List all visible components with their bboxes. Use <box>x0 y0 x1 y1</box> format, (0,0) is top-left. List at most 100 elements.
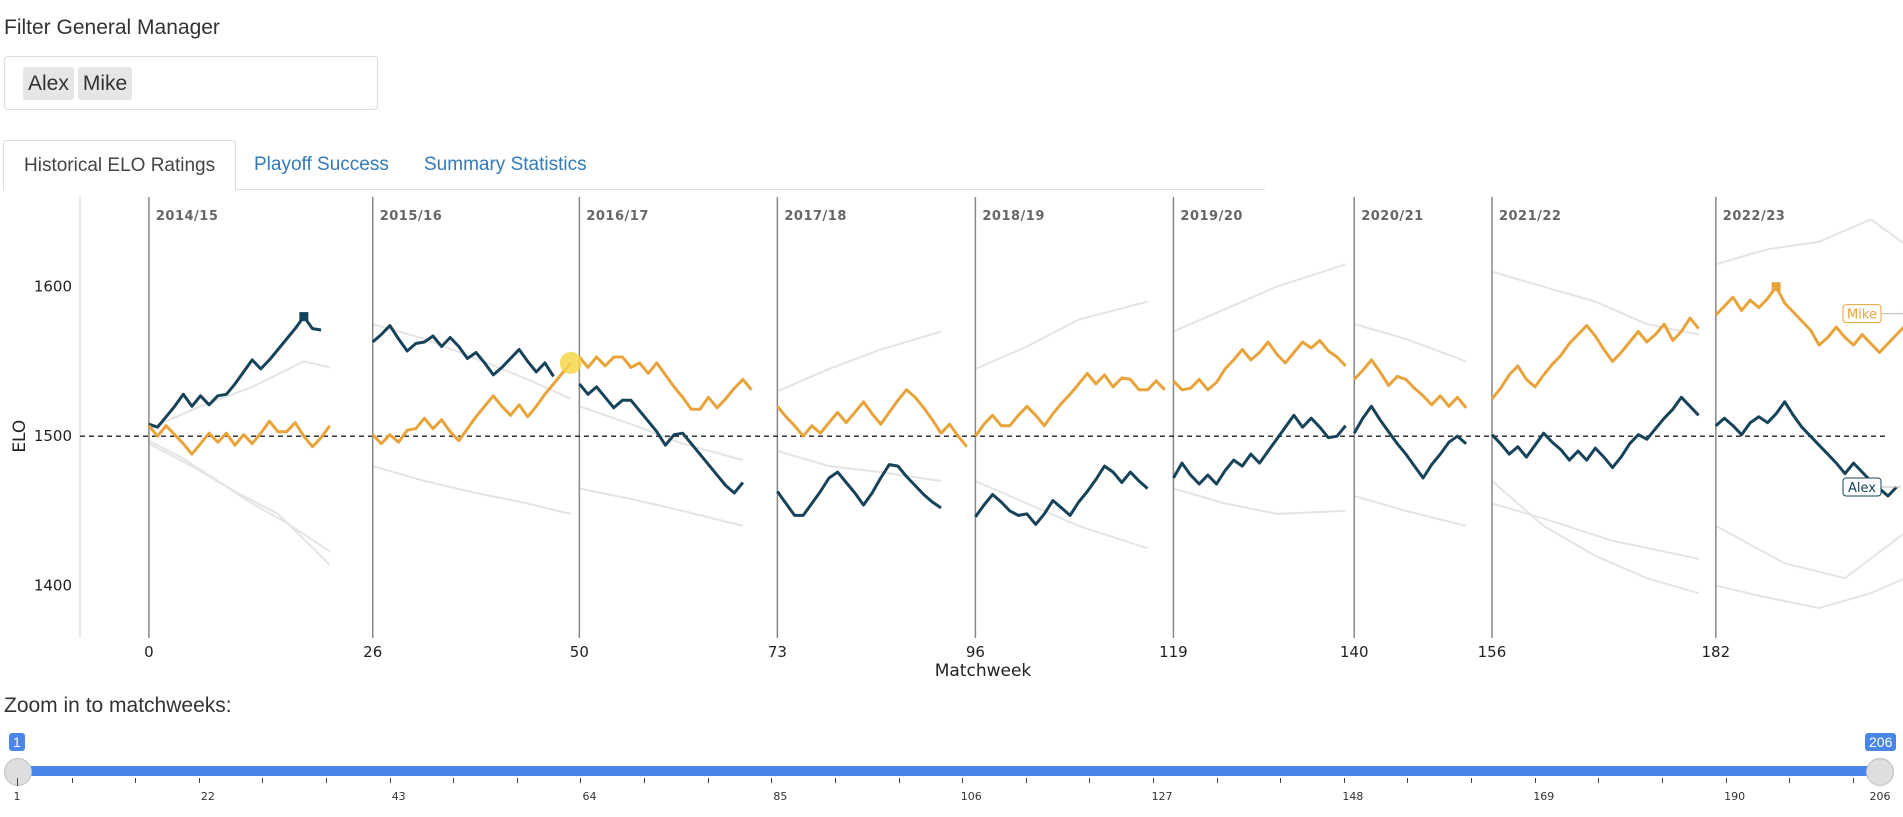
peak-marker-mike <box>1771 282 1781 292</box>
slider-tick <box>1089 778 1091 783</box>
background-manager-line-11 <box>1173 263 1346 333</box>
x-tick-96: 96 <box>966 643 985 661</box>
slider-tick-label-22: 22 <box>200 790 215 803</box>
series-mike-season-4 <box>974 371 1166 438</box>
slider-tick-label-169: 169 <box>1533 790 1555 803</box>
season-label-2018-19: 2018/19 <box>982 209 1045 224</box>
end-label-box-alex <box>1842 477 1882 497</box>
background-manager-line-12 <box>1173 487 1346 515</box>
background-manager-line-20 <box>1715 525 1903 580</box>
series-mike-season-5 <box>1172 339 1347 392</box>
x-tick-50: 50 <box>570 643 589 661</box>
series-alex-season-2 <box>578 382 745 495</box>
slider-selected-range[interactable] <box>17 766 1880 776</box>
tab-historical-elo[interactable]: Historical ELO Ratings <box>3 140 237 191</box>
slider-tick <box>516 778 518 783</box>
zoom-label: Zoom in to matchweeks: <box>4 694 232 717</box>
x-tick-140: 140 <box>1340 643 1369 661</box>
slider-tick-label-64: 64 <box>582 790 597 803</box>
slider-min-handle[interactable] <box>4 758 32 786</box>
x-tick-73: 73 <box>768 643 787 661</box>
peak-marker-alex <box>299 312 309 322</box>
end-label-box-mike <box>1842 304 1882 324</box>
x-axis-title: Matchweek <box>935 661 1032 681</box>
slider-min-value: 1 <box>9 733 25 751</box>
series-mike-season-6 <box>1353 358 1468 409</box>
slider-tick <box>834 778 836 783</box>
series-alex-season-1 <box>371 324 555 378</box>
series-mike-season-8 <box>1714 285 1903 354</box>
background-manager-line-16 <box>1491 480 1699 595</box>
slider-max-handle[interactable] <box>1866 758 1894 786</box>
series-alex-season-8 <box>1714 400 1898 498</box>
elo-chart: 2014/15 2015/16 2016/17 2017/18 2018/19 2019/… <box>10 197 1903 681</box>
season-label-2017-18: 2017/18 <box>784 209 847 224</box>
slider-tick-label-1: 1 <box>13 790 21 803</box>
end-label-alex: Alex <box>1848 481 1876 496</box>
slider-tick-label-190: 190 <box>1724 790 1746 803</box>
chip-alex[interactable]: Alex <box>23 66 74 100</box>
x-tick-156: 156 <box>1478 643 1507 661</box>
slider-tick <box>325 778 327 783</box>
slider-tick <box>1598 778 1600 783</box>
slider-tick <box>1471 778 1473 783</box>
slider-tick <box>1280 778 1282 783</box>
x-tick-119: 119 <box>1159 643 1188 661</box>
y-tick-1400: 1400 <box>34 577 72 595</box>
slider-tick <box>771 778 773 783</box>
slider-tick <box>1343 778 1345 783</box>
slider-tick <box>1152 778 1154 783</box>
y-axis-title: ELO <box>10 420 30 453</box>
end-label-mike: Mike <box>1847 308 1877 323</box>
season-label-2021-22: 2021/22 <box>1499 209 1562 224</box>
slider-tick <box>1216 778 1218 783</box>
slider-tick <box>453 778 455 783</box>
filter-label: Filter General Manager <box>4 16 220 39</box>
series-mike-season-3 <box>776 388 968 448</box>
background-manager-line-4 <box>372 465 571 515</box>
chip-mike[interactable]: Mike <box>77 66 133 100</box>
series-alex-season-4 <box>974 464 1149 526</box>
background-manager-line-7 <box>777 330 942 393</box>
season-label-2019-20: 2019/20 <box>1180 209 1243 224</box>
season-label-2015-16: 2015/16 <box>380 209 443 224</box>
slider-tick-label-206: 206 <box>1869 790 1891 803</box>
series-alex-season-0 <box>148 315 322 429</box>
slider-tick <box>707 778 709 783</box>
background-manager-line-15 <box>1491 270 1699 336</box>
series-alex-season-6 <box>1352 404 1468 480</box>
background-manager-line-1 <box>148 442 331 566</box>
background-manager-line-17 <box>1491 502 1699 560</box>
slider-tick <box>135 778 137 783</box>
slider-tick-label-127: 127 <box>1151 790 1173 803</box>
slider-tick <box>1661 778 1663 783</box>
y-tick-1600: 1600 <box>34 278 72 296</box>
slider-tick-label-85: 85 <box>773 790 788 803</box>
slider-tick <box>1725 778 1727 783</box>
slider-tick <box>198 778 200 783</box>
slider-tick <box>1407 778 1409 783</box>
background-manager-line-19 <box>1715 578 1903 610</box>
series-mike-season-2 <box>578 355 753 411</box>
x-tick-182: 182 <box>1701 643 1730 661</box>
slider-tick <box>262 778 264 783</box>
background-manager-line-13 <box>1353 323 1467 363</box>
background-manager-line-14 <box>1353 495 1467 527</box>
slider-max-value: 206 <box>1865 733 1897 751</box>
season-label-2014-15: 2014/15 <box>156 209 219 224</box>
slider-tick <box>1025 778 1027 783</box>
slider-tick <box>71 778 73 783</box>
slider-tick <box>644 778 646 783</box>
tab-summary-statistics[interactable]: Summary Statistics <box>424 154 587 175</box>
tab-playoff-success[interactable]: Playoff Success <box>254 154 389 175</box>
x-tick-26: 26 <box>363 643 382 661</box>
background-manager-line-9 <box>975 300 1148 370</box>
background-manager-line-18 <box>1715 218 1903 266</box>
matchweek-range-slider[interactable]: 1 206 1 22 43 64 85 106 127 148 169 190 206 <box>0 728 1903 817</box>
manager-filter-input[interactable]: Alex Mike <box>4 56 378 110</box>
slider-tick <box>389 778 391 783</box>
slider-tick <box>1852 778 1854 783</box>
background-manager-line-5 <box>579 405 744 462</box>
slider-tick-label-148: 148 <box>1342 790 1364 803</box>
series-mike-season-7 <box>1490 316 1700 400</box>
